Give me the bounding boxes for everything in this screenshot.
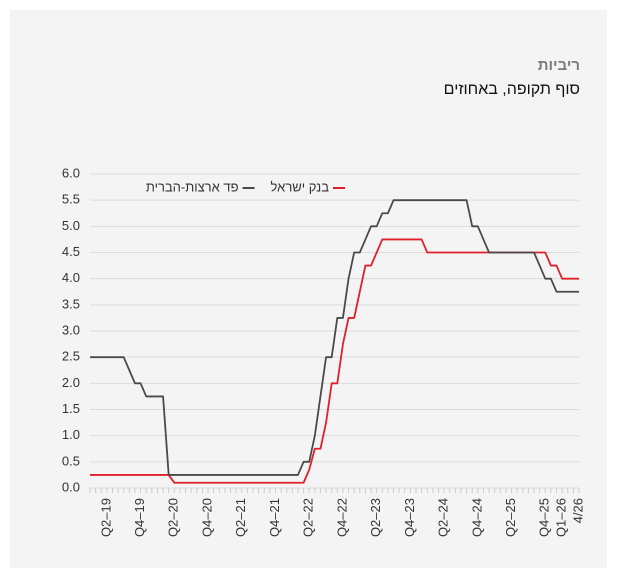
y-tick-label: 0.5 <box>62 453 80 468</box>
x-tick-label: Q1–26 <box>554 498 569 537</box>
chart-subtitle: סוף תקופה, באחוזים <box>444 81 580 98</box>
y-tick-label: 6.0 <box>62 165 80 180</box>
x-tick-label: Q2–20 <box>166 498 181 537</box>
x-tick-label: 4/26 <box>570 498 585 523</box>
chart-title: ריביות <box>538 57 580 74</box>
x-tick-label: Q2–24 <box>436 498 451 537</box>
y-tick-label: 5.5 <box>62 192 80 207</box>
y-tick-label: 3.0 <box>62 322 80 337</box>
x-tick-label: Q4–21 <box>267 498 282 537</box>
x-tick-label: Q4–23 <box>402 498 417 537</box>
series-line <box>90 199 579 476</box>
y-tick-label: 1.0 <box>62 427 80 442</box>
legend-label: בנק ישראל <box>271 179 330 194</box>
x-tick-label: Q4–24 <box>469 498 484 537</box>
y-tick-label: 2.0 <box>62 375 80 390</box>
x-tick-label: Q4–22 <box>334 498 349 537</box>
y-tick-label: 0.0 <box>62 479 80 494</box>
y-tick-label: 4.5 <box>62 244 80 259</box>
y-tick-label: 1.5 <box>62 401 80 416</box>
x-tick-label: Q2–21 <box>233 498 248 537</box>
x-tick-label: Q2–23 <box>368 498 383 537</box>
legend-label: פד ארצות-הברית <box>146 179 239 194</box>
x-tick-label: Q2–25 <box>503 498 518 537</box>
x-tick-label: Q2–22 <box>301 498 316 537</box>
y-tick-label: 3.5 <box>62 296 80 311</box>
x-tick-label: Q2–19 <box>98 498 113 537</box>
y-tick-label: 2.5 <box>62 349 80 364</box>
y-tick-label: 5.0 <box>62 218 80 233</box>
y-tick-label: 4.0 <box>62 270 80 285</box>
x-tick-label: Q4–25 <box>537 498 552 537</box>
x-tick-label: Q4–20 <box>199 498 214 537</box>
x-tick-label: Q4–19 <box>132 498 147 537</box>
